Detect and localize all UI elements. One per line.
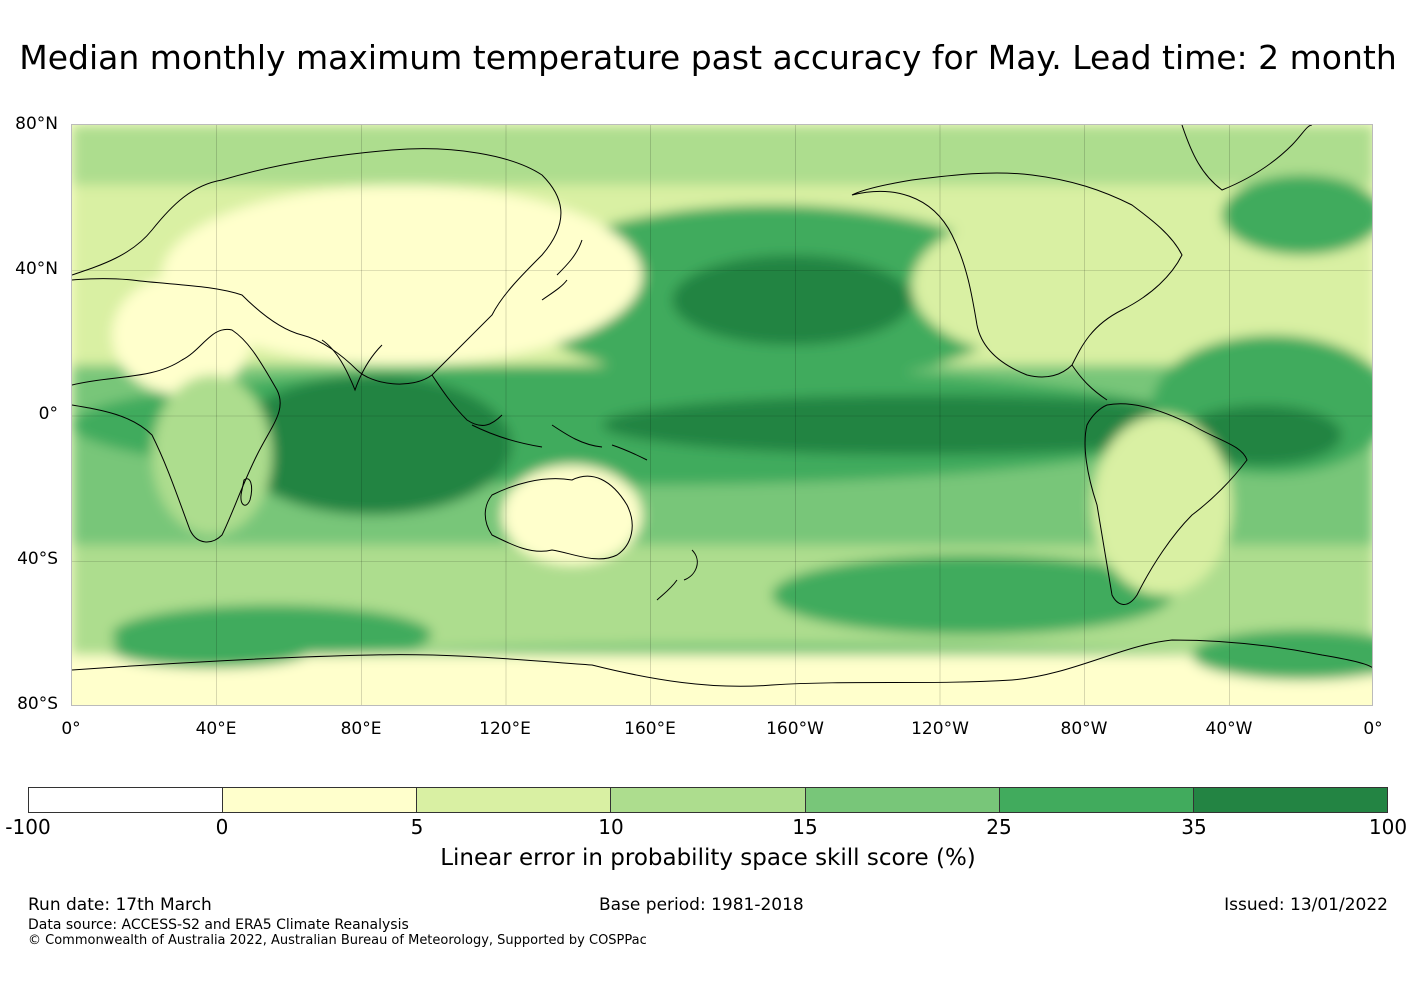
lon-label-120w: 120°W <box>911 719 969 739</box>
lon-label-0-right: 0° <box>1363 719 1383 739</box>
colorbar <box>28 787 1388 813</box>
colorbar-segment <box>611 788 806 812</box>
lat-label-equator: 0° <box>38 404 58 424</box>
colorbar-tick: -100 <box>5 815 51 839</box>
colorbar-tick: 15 <box>792 815 818 839</box>
colorbar-tick: 10 <box>598 815 624 839</box>
lon-label-40w: 40°W <box>1205 719 1253 739</box>
copyright: © Commonwealth of Australia 2022, Austra… <box>28 933 647 948</box>
colorbar-segment <box>1193 788 1387 812</box>
colorbar-tick: 0 <box>215 815 229 839</box>
run-date: Run date: 17th March <box>28 895 212 915</box>
graticule <box>72 125 1372 705</box>
skill-score-map <box>71 124 1373 706</box>
lon-label-160e: 160°E <box>624 719 676 739</box>
colorbar-segment <box>805 788 1000 812</box>
colorbar-segment <box>223 788 418 812</box>
colorbar-tick: 100 <box>1368 815 1408 839</box>
lon-label-40e: 40°E <box>195 719 237 739</box>
colorbar-tick: 35 <box>1181 815 1207 839</box>
map-title: Median monthly maximum temperature past … <box>19 38 1397 77</box>
colorbar-tick: 25 <box>986 815 1012 839</box>
lat-label-80s: 80°S <box>17 694 58 714</box>
lat-label-80n: 80°N <box>15 114 58 134</box>
base-period: Base period: 1981-2018 <box>599 895 804 915</box>
colorbar-segment <box>29 788 224 812</box>
lat-label-40s: 40°S <box>17 549 58 569</box>
colorbar-segment <box>999 788 1194 812</box>
issued-date: Issued: 13/01/2022 <box>1224 895 1388 915</box>
lon-label-80w: 80°W <box>1060 719 1108 739</box>
lon-label-120e: 120°E <box>479 719 531 739</box>
colorbar-segment <box>417 788 612 812</box>
lon-label-80e: 80°E <box>340 719 382 739</box>
colorbar-label: Linear error in probability space skill … <box>440 845 976 871</box>
lat-label-40n: 40°N <box>15 259 58 279</box>
lon-label-0-left: 0° <box>61 719 81 739</box>
coastlines <box>72 125 1372 687</box>
skill-score-field <box>72 125 1372 705</box>
data-source: Data source: ACCESS-S2 and ERA5 Climate … <box>28 917 409 933</box>
colorbar-tick: 5 <box>410 815 424 839</box>
lon-label-160w: 160°W <box>766 719 824 739</box>
